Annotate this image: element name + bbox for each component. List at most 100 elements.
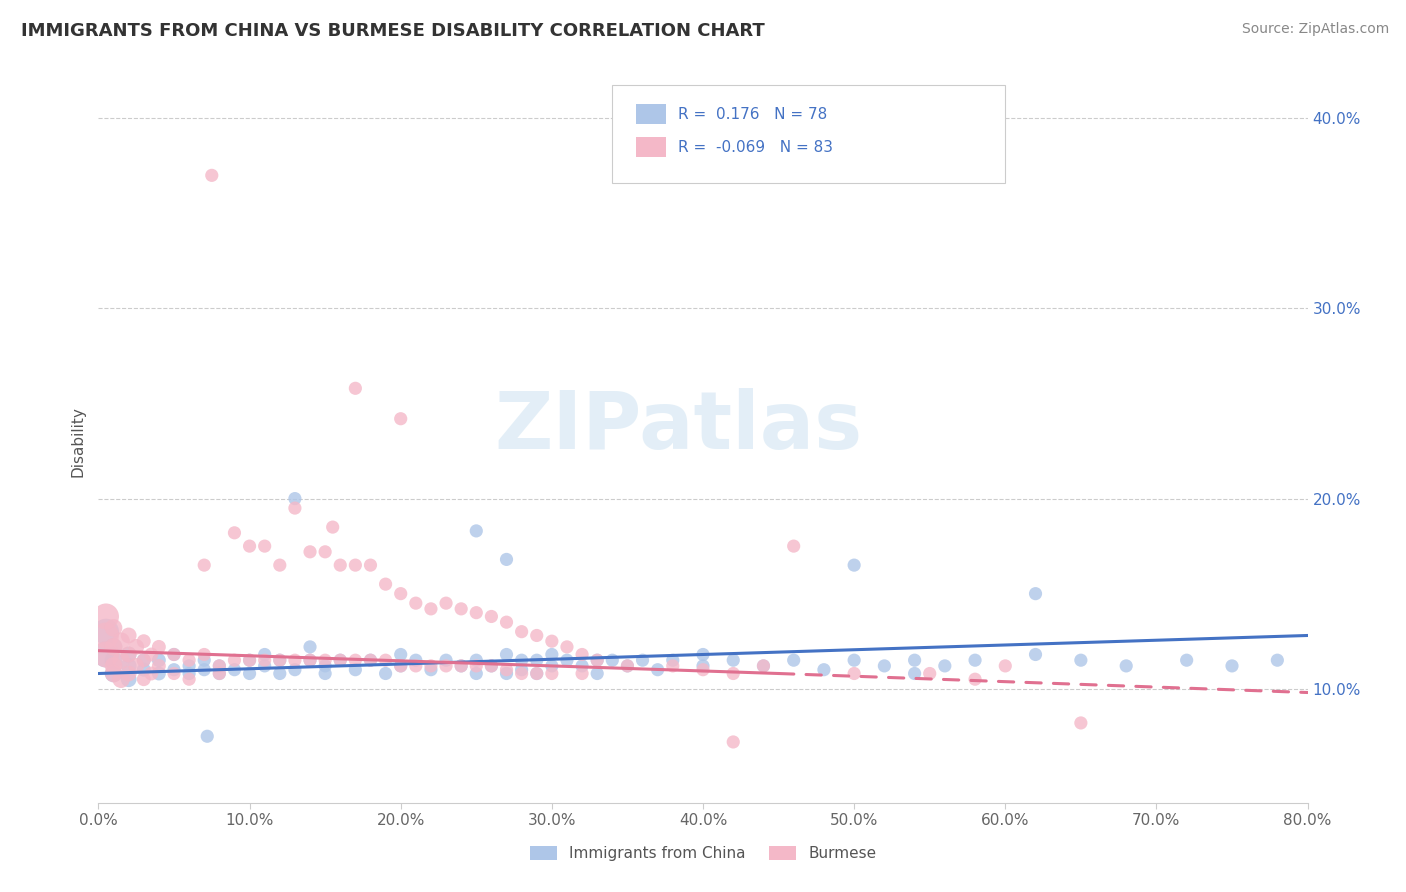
Point: [723, 666, 745, 681]
Legend: Immigrants from China, Burmese: Immigrants from China, Burmese: [523, 840, 883, 867]
Point: [193, 648, 215, 662]
Point: [571, 666, 593, 681]
Point: [110, 672, 132, 686]
Point: [118, 648, 141, 662]
Point: [179, 672, 201, 686]
Point: [465, 653, 488, 667]
Point: [163, 648, 186, 662]
Point: [299, 653, 322, 667]
Point: [148, 640, 170, 654]
Point: [1024, 648, 1046, 662]
Point: [163, 648, 186, 662]
Point: [647, 663, 669, 677]
Point: [118, 666, 141, 681]
Point: [253, 653, 276, 667]
Point: [1070, 715, 1092, 730]
Point: [450, 659, 472, 673]
Point: [526, 666, 548, 681]
Point: [103, 640, 125, 654]
Point: [344, 558, 367, 573]
Point: [193, 653, 215, 667]
Point: [374, 653, 396, 667]
Point: [510, 653, 533, 667]
Point: [586, 666, 609, 681]
Point: [873, 659, 896, 673]
Point: [344, 381, 367, 395]
Point: [510, 624, 533, 639]
Point: [94, 648, 117, 662]
Point: [965, 672, 987, 686]
Point: [586, 653, 609, 667]
Point: [389, 648, 412, 662]
Point: [723, 653, 745, 667]
Point: [540, 659, 562, 673]
Point: [132, 653, 155, 667]
Point: [314, 666, 336, 681]
Point: [269, 666, 291, 681]
Point: [314, 653, 336, 667]
Point: [495, 615, 517, 630]
Point: [510, 663, 533, 677]
Point: [904, 653, 927, 667]
Point: [208, 659, 231, 673]
Point: [269, 558, 291, 573]
Point: [374, 577, 396, 591]
Point: [224, 663, 246, 677]
Point: [692, 663, 714, 677]
Text: IMMIGRANTS FROM CHINA VS BURMESE DISABILITY CORRELATION CHART: IMMIGRANTS FROM CHINA VS BURMESE DISABIL…: [21, 22, 765, 40]
Point: [239, 666, 262, 681]
Point: [118, 659, 141, 673]
Point: [360, 653, 382, 667]
Point: [208, 666, 231, 681]
Point: [1070, 653, 1092, 667]
Point: [239, 653, 262, 667]
Point: [434, 659, 457, 673]
Point: [118, 628, 141, 642]
Point: [118, 672, 141, 686]
Point: [526, 653, 548, 667]
Point: [692, 659, 714, 673]
Point: [360, 653, 382, 667]
Point: [934, 659, 956, 673]
Point: [148, 666, 170, 681]
Point: [179, 666, 201, 681]
Point: [526, 666, 548, 681]
Point: [103, 621, 125, 635]
Point: [284, 491, 307, 506]
Point: [723, 735, 745, 749]
Point: [389, 587, 412, 601]
Point: [420, 602, 443, 616]
Point: [752, 659, 775, 673]
Point: [284, 501, 307, 516]
Point: [239, 539, 262, 553]
Point: [405, 596, 427, 610]
Point: [661, 653, 683, 667]
Point: [110, 634, 132, 648]
Point: [540, 634, 562, 648]
Point: [495, 552, 517, 566]
Point: [314, 545, 336, 559]
Point: [631, 653, 654, 667]
Point: [118, 648, 141, 662]
Point: [360, 558, 382, 573]
Point: [148, 659, 170, 673]
Point: [125, 640, 148, 654]
Point: [132, 672, 155, 686]
Point: [465, 666, 488, 681]
Text: R =  0.176   N = 78: R = 0.176 N = 78: [678, 107, 827, 121]
Point: [405, 653, 427, 667]
Point: [495, 648, 517, 662]
Point: [389, 411, 412, 425]
Point: [179, 659, 201, 673]
Point: [193, 663, 215, 677]
Point: [299, 653, 322, 667]
Point: [329, 558, 352, 573]
Point: [844, 653, 866, 667]
Point: [1267, 653, 1289, 667]
Point: [193, 558, 215, 573]
Point: [329, 653, 352, 667]
Point: [540, 666, 562, 681]
Text: R =  -0.069   N = 83: R = -0.069 N = 83: [678, 140, 832, 154]
Point: [571, 659, 593, 673]
Point: [94, 609, 117, 624]
